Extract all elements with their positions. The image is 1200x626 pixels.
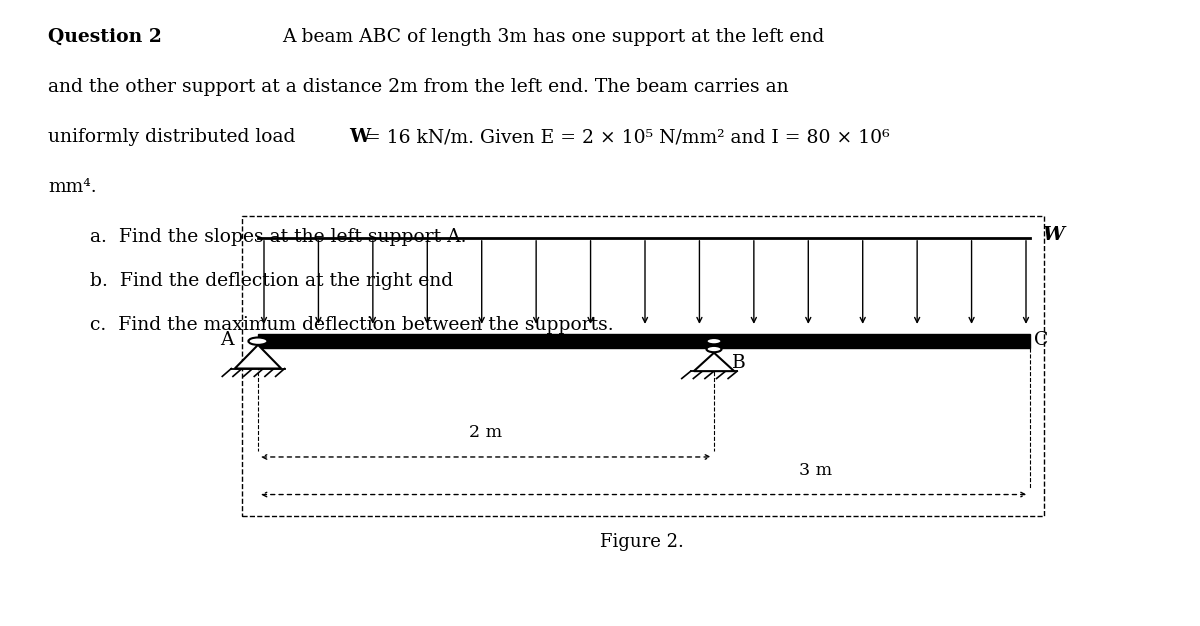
Text: 3 m: 3 m (799, 462, 833, 479)
Text: uniformly distributed load: uniformly distributed load (48, 128, 301, 146)
Text: b.  Find the deflection at the right end: b. Find the deflection at the right end (90, 272, 454, 290)
Text: A beam ABC of length 3m has one support at the left end: A beam ABC of length 3m has one support … (282, 28, 824, 46)
Ellipse shape (707, 338, 721, 344)
Bar (258, 334, 1030, 348)
Text: = 16 kN/m. Given E = 2 × 10⁵ N/mm² and I = 80 × 10⁶: = 16 kN/m. Given E = 2 × 10⁵ N/mm² and I… (365, 128, 889, 146)
Text: B: B (732, 354, 745, 372)
Text: c.  Find the maximum deflection between the supports.: c. Find the maximum deflection between t… (90, 316, 613, 334)
Text: mm⁴.: mm⁴. (48, 178, 97, 197)
Polygon shape (694, 352, 734, 371)
Text: W: W (1042, 226, 1063, 244)
Text: and the other support at a distance 2m from the left end. The beam carries an: and the other support at a distance 2m f… (48, 78, 788, 96)
Bar (242, 216, 1044, 516)
Text: W: W (349, 128, 371, 146)
Polygon shape (235, 345, 281, 369)
Text: Figure 2.: Figure 2. (600, 533, 684, 552)
Text: a.  Find the slopes at the left support A.: a. Find the slopes at the left support A… (90, 228, 467, 247)
Text: Question 2: Question 2 (48, 28, 162, 46)
Ellipse shape (248, 337, 268, 345)
Text: A: A (221, 331, 234, 349)
Text: C: C (1034, 331, 1049, 349)
Ellipse shape (707, 346, 721, 352)
Text: 2 m: 2 m (469, 424, 503, 441)
